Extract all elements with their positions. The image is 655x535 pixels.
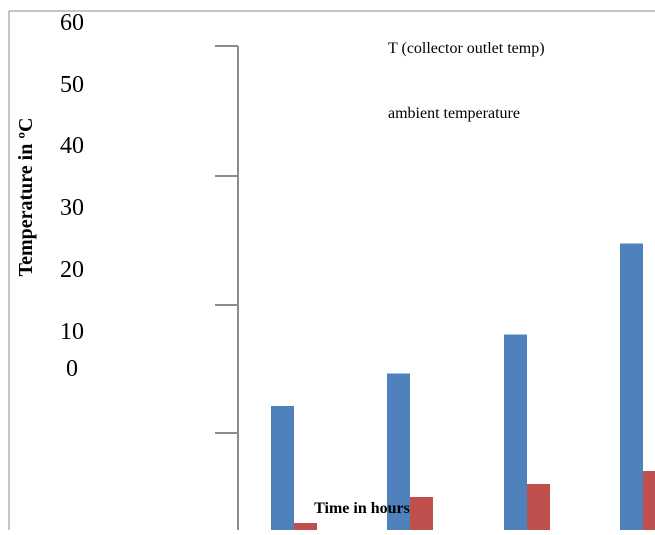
x-axis-label: Time in hours bbox=[314, 500, 410, 517]
y-tick-label: 20 bbox=[60, 257, 84, 283]
y-tick-label: 0 bbox=[66, 356, 78, 382]
collector-temp-bar bbox=[387, 373, 410, 530]
y-tick-label: 10 bbox=[60, 319, 84, 345]
y-axis-label: Temperature in ºC bbox=[15, 118, 37, 277]
bars-layer bbox=[271, 243, 655, 530]
collector-temp-bar bbox=[504, 334, 527, 530]
ambient-temp-bar bbox=[410, 497, 433, 530]
ambient-temp-bar bbox=[643, 471, 655, 530]
axis-layer bbox=[215, 45, 239, 530]
collector-temp-bar bbox=[271, 406, 294, 530]
y-tick-label: 40 bbox=[60, 133, 84, 159]
y-tick-label: 50 bbox=[60, 72, 84, 98]
y-tick-label: 60 bbox=[60, 10, 84, 36]
tick-label-layer: 60 50 40 30 20 10 0 bbox=[60, 10, 84, 382]
ambient-temp-bar bbox=[294, 523, 317, 530]
legend-item-collector: T (collector outlet temp) bbox=[388, 40, 545, 57]
collector-temp-bar bbox=[620, 243, 643, 530]
y-tick-label: 30 bbox=[60, 195, 84, 221]
legend-item-ambient: ambient temperature bbox=[388, 105, 520, 122]
ambient-temp-bar bbox=[527, 484, 550, 530]
